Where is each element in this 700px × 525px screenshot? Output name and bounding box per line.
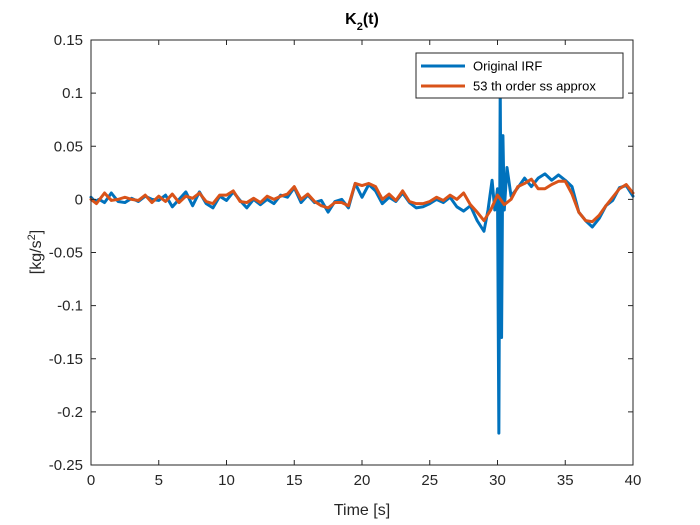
y-tick-label: 0.05: [54, 138, 83, 155]
plot-area: [91, 40, 633, 465]
legend: Original IRF 53 th order ss approx: [415, 52, 624, 99]
legend-box: [415, 52, 624, 99]
chart-title: K2(t): [345, 11, 379, 33]
y-tick-label: 0: [75, 191, 83, 208]
x-axis-label: Time [s]: [334, 502, 390, 519]
y-axis-label: [kg/s2]: [26, 230, 45, 274]
series-layer: [89, 83, 635, 435]
y-tick-label: 0.1: [62, 85, 83, 102]
y-tick-label: -0.15: [49, 351, 83, 368]
x-tick-label: 15: [286, 472, 303, 489]
series-line-ss-approx: [89, 177, 635, 224]
legend-label-original-irf: Original IRF: [473, 59, 542, 74]
x-tick-label: 20: [354, 472, 371, 489]
x-tick-label: 40: [625, 472, 642, 489]
y-tick-label: -0.1: [57, 298, 83, 315]
x-tick-label: 35: [557, 472, 574, 489]
y-tick-label: 0.15: [54, 32, 83, 49]
x-tick-label: 10: [218, 472, 235, 489]
ticks-layer: 0 5 10 15 20 25 30 35 40 0.15 0.1 0.05 0 -0.05 -0.1 -0.…: [49, 32, 642, 489]
x-tick-label: 5: [155, 472, 163, 489]
y-tick-label: -0.05: [49, 245, 83, 262]
x-tick-label: 25: [421, 472, 438, 489]
x-tick-label: 30: [489, 472, 506, 489]
y-tick-label: -0.2: [57, 404, 83, 421]
y-tick-label: -0.25: [49, 457, 83, 474]
legend-label-ss-approx: 53 th order ss approx: [473, 79, 596, 94]
x-tick-label: 0: [87, 472, 95, 489]
